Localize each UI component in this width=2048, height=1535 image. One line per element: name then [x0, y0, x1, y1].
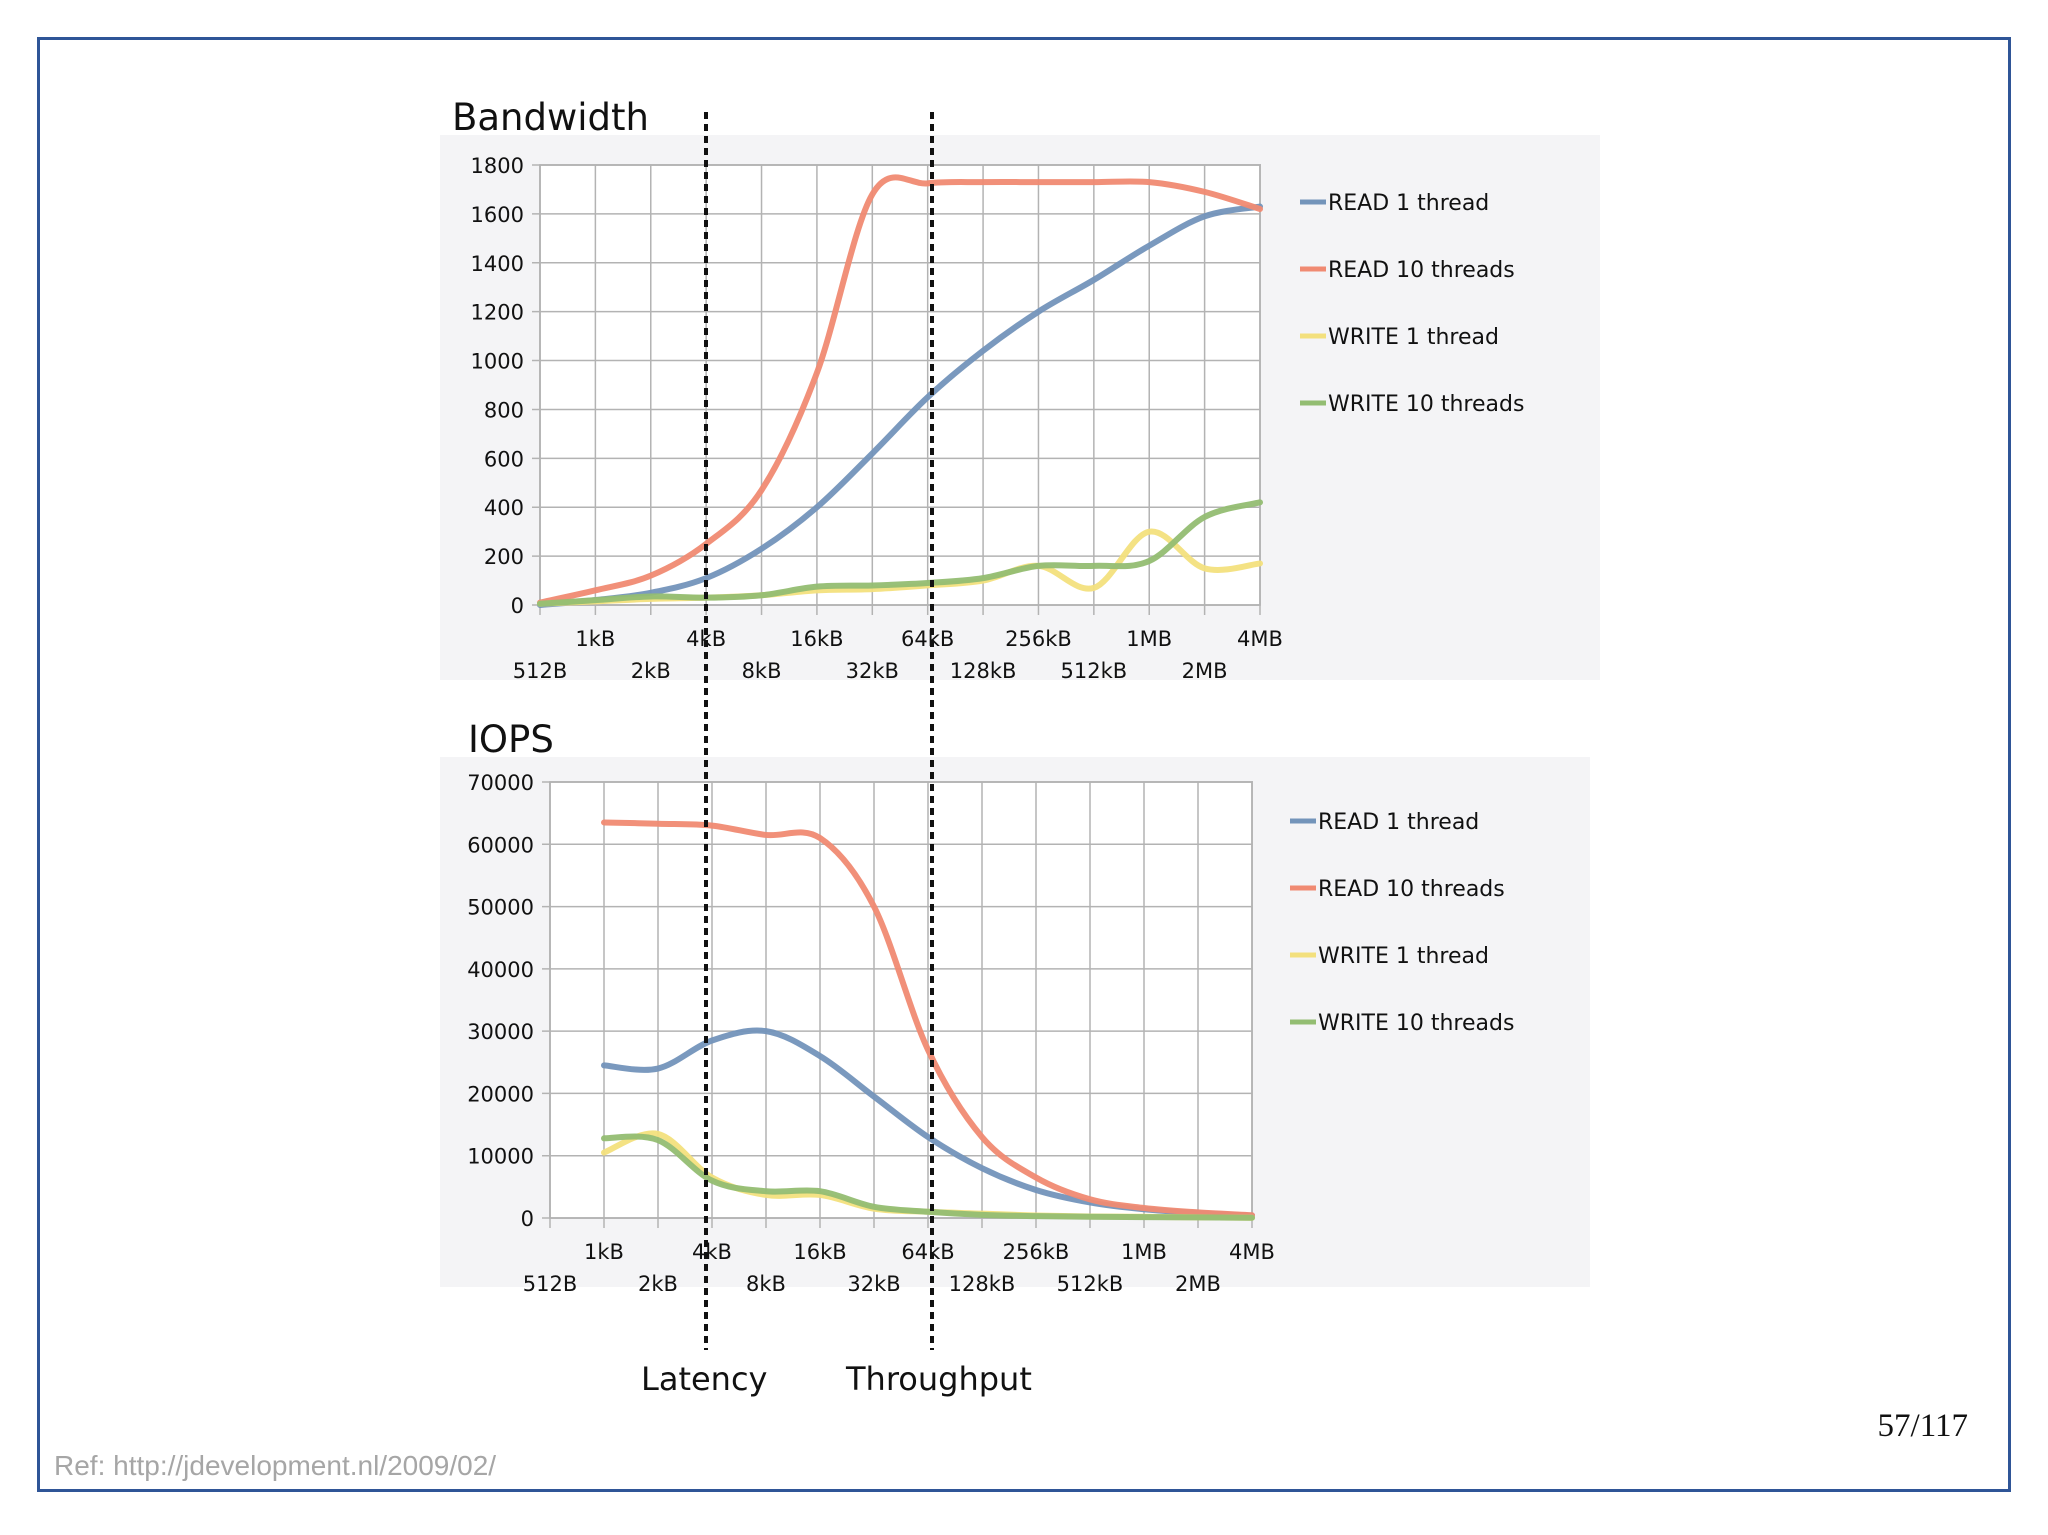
x-tick-label: 8kB — [742, 659, 782, 680]
y-tick-label: 400 — [484, 496, 524, 520]
legend-label: READ 1 thread — [1328, 191, 1489, 216]
series-line — [601, 819, 1255, 1219]
y-tick-label: 1800 — [471, 154, 524, 178]
series-line — [537, 203, 1263, 608]
y-tick-label: 20000 — [467, 1082, 534, 1106]
bandwidth-title: Bandwidth — [452, 96, 649, 139]
y-tick-label: 1000 — [471, 350, 524, 374]
x-tick-label: 32kB — [847, 1272, 900, 1296]
x-tick-label: 4kB — [686, 627, 726, 651]
y-tick-label: 70000 — [467, 771, 534, 795]
x-tick-label: 512B — [513, 659, 568, 680]
x-tick-label: 512kB — [1057, 1272, 1124, 1296]
y-tick-label: 0 — [521, 1207, 534, 1231]
y-tick-label: 50000 — [467, 896, 534, 920]
iops-title: IOPS — [468, 718, 554, 761]
y-tick-label: 0 — [511, 594, 524, 618]
legend-label: READ 1 thread — [1318, 810, 1479, 835]
legend-label: WRITE 10 threads — [1318, 1011, 1514, 1036]
throughput-label: Throughput — [846, 1360, 1032, 1398]
series-write-10-threads — [601, 1133, 1255, 1221]
x-tick-label: 8kB — [746, 1272, 786, 1296]
x-tick-label: 512B — [523, 1272, 578, 1296]
x-tick-label: 1kB — [584, 1240, 624, 1264]
x-tick-label: 1kB — [575, 627, 615, 651]
x-tick-label: 2kB — [638, 1272, 678, 1296]
legend-label: WRITE 1 thread — [1318, 944, 1489, 969]
legend-label: WRITE 10 threads — [1328, 392, 1524, 417]
x-tick-label: 32kB — [846, 659, 899, 680]
x-tick-label: 16kB — [790, 627, 843, 651]
y-tick-label: 60000 — [467, 833, 534, 857]
x-tick-label: 4MB — [1237, 627, 1283, 651]
bandwidth-chart: 0 200 400 600 800 1000 1200 1400 1600 1800 1kB 4kB 1… — [440, 135, 1600, 680]
y-tick-label: 600 — [484, 447, 524, 471]
plot-area — [549, 781, 1253, 1219]
y-tick-label: 800 — [484, 398, 524, 422]
series-line — [537, 499, 1263, 607]
x-tick-label: 1MB — [1126, 627, 1172, 651]
x-tick-label: 4kB — [692, 1240, 732, 1264]
latency-label: Latency — [641, 1360, 768, 1398]
plot-area — [539, 164, 1261, 606]
x-tick-label: 128kB — [949, 1272, 1016, 1296]
slide-frame — [37, 37, 2011, 1492]
x-tick-label: 2kB — [631, 659, 671, 680]
x-tick-label: 16kB — [793, 1240, 846, 1264]
y-tick-label: 40000 — [467, 958, 534, 982]
reference-link-text: Ref: http://jdevelopment.nl/2009/02/ — [54, 1450, 497, 1481]
series-write-10-threads — [537, 499, 1263, 607]
x-tick-label: 64kB — [901, 1240, 954, 1264]
legend-label: READ 10 threads — [1328, 258, 1515, 283]
y-tick-label: 10000 — [467, 1145, 534, 1169]
page-number: 57/117 — [1877, 1408, 1968, 1444]
x-tick-label: 2MB — [1182, 659, 1228, 680]
legend-label: WRITE 1 thread — [1328, 325, 1499, 350]
y-tick-label: 30000 — [467, 1020, 534, 1044]
x-tick-label: 2MB — [1175, 1272, 1221, 1296]
x-tick-label: 256kB — [1003, 1240, 1070, 1264]
x-tick-label: 512kB — [1061, 659, 1128, 680]
y-tick-label: 1200 — [471, 301, 524, 325]
y-tick-label: 1400 — [471, 252, 524, 276]
series-read-10-threads — [601, 819, 1255, 1219]
x-tick-label: 1MB — [1121, 1240, 1167, 1264]
x-tick-label: 128kB — [950, 659, 1017, 680]
x-tick-label: 64kB — [901, 627, 954, 651]
y-tick-label: 200 — [484, 545, 524, 569]
iops-chart: 0 10000 20000 30000 40000 50000 60000 70000 1kB 4… — [440, 757, 1590, 1296]
x-tick-label: 256kB — [1005, 627, 1072, 651]
x-tick-label: 4MB — [1229, 1240, 1275, 1264]
y-tick-label: 1600 — [471, 203, 524, 227]
legend-label: READ 10 threads — [1318, 877, 1505, 902]
